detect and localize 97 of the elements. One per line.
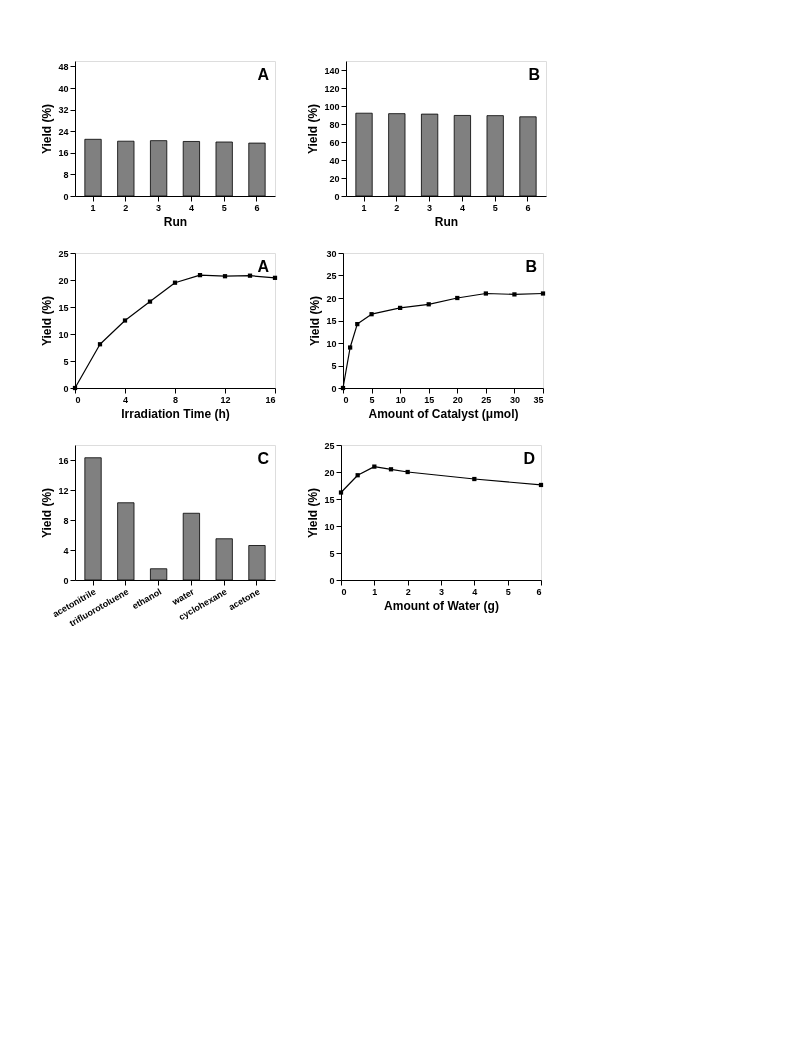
y-tick-label: 15 [58,302,69,313]
y-tick-label: 16 [58,148,69,159]
x-tick-label: 3 [427,202,433,213]
x-tick-label: 30 [509,394,520,405]
y-tick-label: 0 [63,191,69,202]
x-tick-label: 2 [405,586,411,597]
y-tick-label: 8 [63,515,69,526]
y-tick-label: 0 [63,383,69,394]
y-tick-label: 5 [329,548,335,559]
annotation: D [523,450,535,467]
x-tick-label: 25 [481,394,492,405]
point [372,464,377,469]
x-axis-title: Amount of Catalyst (μmol) [368,406,519,421]
x-tick-label: 3 [438,586,445,597]
x-tick-label: 5 [505,586,511,597]
x-tick-label: 5 [369,394,375,405]
y-tick-label: 0 [331,383,337,394]
y-tick-label: 80 [329,119,340,130]
y-axis-title: Yield (%) [308,295,323,347]
point [122,318,128,323]
x-tick-label: 4 [472,586,478,597]
y-tick-label: 0 [334,191,340,202]
y-tick-label: 4 [63,545,69,556]
annotation: B [528,66,540,83]
x-tick-label: 20 [452,394,463,405]
y-tick-label: 15 [326,316,337,326]
y-tick-label: 0 [63,575,69,586]
y-tick-label: 12 [58,485,69,496]
x-tick-label: 5 [221,202,227,213]
y-tick-label: 25 [58,248,69,259]
y-tick-label: 15 [324,494,335,505]
y-tick-label: 5 [63,356,69,367]
x-tick-label: 16 [265,394,276,405]
x-tick-label: 1 [90,202,96,213]
y-tick-label: 48 [58,61,69,72]
y-tick-label: 25 [324,440,335,451]
x-tick-label: 4 [459,202,465,213]
annotation: B [525,258,537,275]
y-tick-label: 140 [324,65,340,76]
y-axis-title: Yield (%) [306,103,321,155]
y-tick-label: 30 [326,248,337,259]
x-tick-label: 6 [525,202,531,213]
x-tick-label: 0 [343,394,349,405]
y-tick-label: 16 [58,455,69,466]
y-tick-label: 24 [58,126,69,137]
x-tick-label: 10 [395,394,406,405]
point [512,292,517,297]
point [147,299,153,304]
x-tick-label: 1 [361,202,367,213]
x-axis-title: Run [163,214,188,229]
y-tick-label: 0 [329,575,335,586]
y-tick-label: 20 [326,293,337,304]
x-tick-label: 2 [394,202,400,213]
y-tick-label: 10 [326,338,337,349]
x-tick-label: 6 [536,586,542,597]
y-tick-label: 8 [63,169,69,180]
y-tick-label: 20 [324,467,335,478]
x-tick-label: 35 [533,394,544,405]
y-tick-label: 40 [58,83,69,94]
point [369,312,374,317]
y-tick-label: 40 [329,155,340,166]
y-axis-title: Yield (%) [306,487,321,539]
y-axis-title: Yield (%) [40,487,55,539]
x-axis-title: Irradiation Time (h) [121,406,230,421]
annotation: A [257,258,270,275]
point [348,345,353,350]
x-tick-label: 0 [75,394,81,405]
x-tick-label: 4 [122,394,129,405]
y-tick-label: 100 [324,101,340,112]
y-tick-label: 20 [58,275,69,286]
point [540,291,546,296]
x-tick-label: 0 [341,586,347,597]
x-tick-label: 1 [372,586,378,597]
y-tick-label: 60 [329,137,340,148]
y-tick-label: 5 [331,361,337,371]
annotation: A [257,66,270,83]
x-tick-label: 2 [123,202,129,213]
x-axis-title: Amount of Water (g) [384,598,499,613]
x-tick-label: 3 [156,202,162,213]
y-tick-label: 10 [324,521,335,532]
y-tick-label: 20 [329,173,340,184]
y-tick-label: 120 [324,83,340,94]
x-tick-label: 8 [172,394,179,405]
x-tick-label: 15 [424,394,435,405]
y-tick-label: 32 [58,105,69,116]
y-tick-label: 10 [58,329,69,340]
x-tick-label: 5 [492,202,498,213]
point [483,291,488,296]
point [338,490,344,495]
y-axis-title: Yield (%) [40,295,55,347]
y-axis-title: Yield (%) [40,103,55,155]
x-tick-label: 12 [220,394,231,405]
x-tick-label: 6 [254,202,260,213]
x-axis-title: Run [434,214,459,229]
annotation: C [257,450,270,467]
x-tick-label: 4 [188,202,194,213]
y-tick-label: 25 [326,271,337,281]
